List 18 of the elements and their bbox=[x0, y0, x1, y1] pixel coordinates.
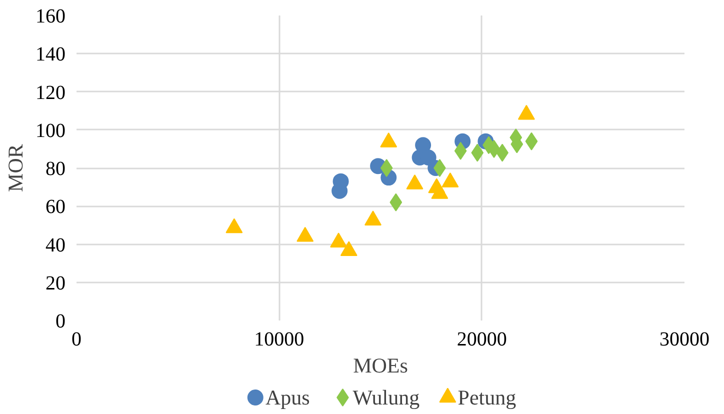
y-axis-title: MOR bbox=[4, 144, 28, 192]
y-tick-label: 80 bbox=[46, 158, 66, 180]
y-tick-label: 60 bbox=[46, 196, 66, 218]
x-tick-label: 0 bbox=[72, 328, 82, 350]
x-axis-title: MOEs bbox=[353, 354, 408, 378]
x-tick-label: 30000 bbox=[660, 328, 710, 350]
y-tick-label: 100 bbox=[36, 120, 66, 142]
y-tick-label: 0 bbox=[56, 310, 66, 332]
x-tick-label: 10000 bbox=[254, 328, 304, 350]
legend-label: Wulung bbox=[352, 386, 420, 410]
y-tick-label: 120 bbox=[36, 82, 66, 104]
legend-label: Apus bbox=[265, 386, 310, 410]
legend-label: Petung bbox=[458, 386, 517, 410]
x-tick-label: 20000 bbox=[456, 328, 507, 350]
y-tick-label: 160 bbox=[36, 6, 66, 28]
y-tick-label: 20 bbox=[46, 272, 66, 294]
y-tick-label: 40 bbox=[46, 234, 66, 256]
y-tick-label: 140 bbox=[36, 44, 66, 66]
